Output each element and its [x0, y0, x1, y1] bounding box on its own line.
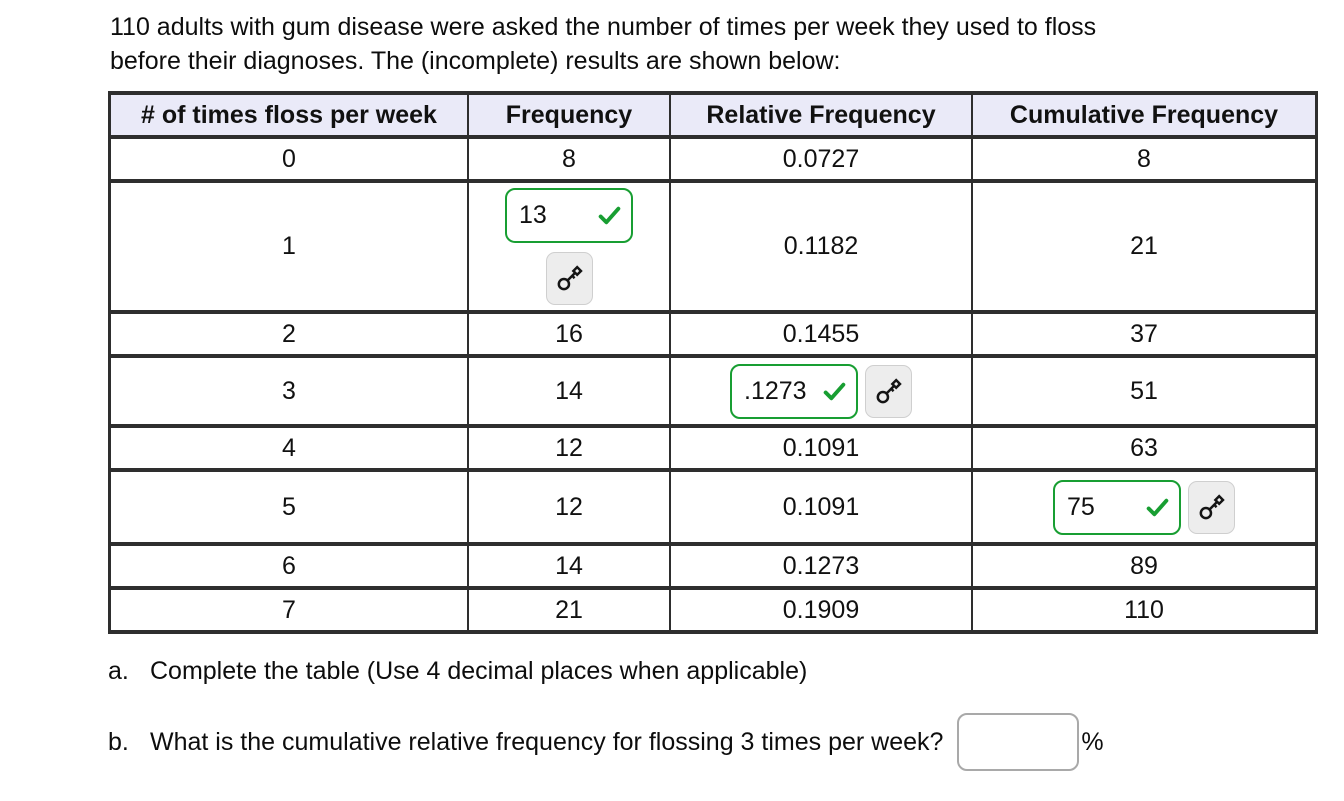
cell-cum-6: 89 [972, 544, 1316, 588]
cell-rel-0: 0.0727 [670, 137, 972, 181]
question-b-marker: b. [108, 727, 129, 756]
cell-freq-0: 8 [468, 137, 670, 181]
col-header-cumulative-frequency: Cumulative Frequency [972, 93, 1316, 137]
show-answer-key-button[interactable] [1188, 480, 1235, 534]
cell-rel-3: .1273 [670, 356, 972, 426]
cell-freq-4: 12 [468, 426, 670, 470]
table-header-row: # of times floss per week Frequency Rela… [110, 93, 1316, 137]
cell-cum-5: 75 [972, 470, 1316, 544]
correct-check-icon [596, 202, 623, 229]
show-answer-key-button[interactable] [545, 252, 593, 305]
question-a-marker: a. [108, 657, 129, 685]
cell-rel-4: 0.1091 [670, 426, 972, 470]
cell-rel-5: 0.1091 [670, 470, 972, 544]
cell-rel-6: 0.1273 [670, 544, 972, 588]
relative-frequency-answer-input[interactable]: .1273 [730, 363, 858, 419]
table-row: 1 13 [110, 181, 1316, 312]
cell-rel-7: 0.1909 [670, 588, 972, 632]
cell-freq-5: 12 [468, 470, 670, 544]
col-header-times: # of times floss per week [110, 93, 468, 137]
cell-cum-4: 63 [972, 426, 1316, 470]
cell-freq-1: 13 [468, 181, 670, 312]
cell-freq-6: 14 [468, 544, 670, 588]
table-row: 7 21 0.1909 110 [110, 588, 1316, 632]
show-answer-key-button[interactable] [865, 364, 912, 418]
problem-statement-line1: 110 adults with gum disease were asked t… [110, 13, 1097, 41]
table-row: 5 12 0.1091 75 [110, 470, 1316, 544]
answer-value: 75 [1067, 492, 1095, 521]
cell-times-1: 1 [110, 181, 468, 312]
cell-rel-1: 0.1182 [670, 181, 972, 312]
table-row: 0 8 0.0727 8 [110, 137, 1316, 181]
cell-cum-3: 51 [972, 356, 1316, 426]
question-a: a. Complete the table (Use 4 decimal pla… [108, 657, 1344, 686]
frequency-table: # of times floss per week Frequency Rela… [108, 91, 1318, 634]
table-row: 6 14 0.1273 89 [110, 544, 1316, 588]
answer-value: .1273 [744, 376, 807, 405]
col-header-frequency: Frequency [468, 93, 670, 137]
correct-check-icon [821, 378, 848, 405]
cell-times-5: 5 [110, 470, 468, 544]
cell-times-7: 7 [110, 588, 468, 632]
cell-rel-2: 0.1455 [670, 312, 972, 356]
problem-statement: 110 adults with gum disease were asked t… [110, 10, 1344, 78]
answer-input-b[interactable] [957, 713, 1080, 771]
cell-times-3: 3 [110, 356, 468, 426]
key-icon [1197, 493, 1226, 522]
table-row: 4 12 0.1091 63 [110, 426, 1316, 470]
cell-freq-3: 14 [468, 356, 670, 426]
question-b: b. What is the cumulative relative frequ… [108, 713, 1344, 771]
cell-freq-2: 16 [468, 312, 670, 356]
question-b-text: What is the cumulative relative frequenc… [150, 727, 944, 756]
answer-value: 13 [519, 201, 547, 229]
cumulative-frequency-answer-input[interactable]: 75 [1053, 479, 1181, 535]
problem-statement-line2: before their diagnoses. The (incomplete)… [110, 47, 841, 75]
frequency-answer-input[interactable]: 13 [505, 188, 633, 243]
col-header-relative-frequency: Relative Frequency [670, 93, 972, 137]
question-a-text: Complete the table (Use 4 decimal places… [150, 657, 808, 685]
table-row: 2 16 0.1455 37 [110, 312, 1316, 356]
key-icon [555, 264, 584, 293]
percent-suffix: % [1081, 727, 1104, 756]
cell-freq-7: 21 [468, 588, 670, 632]
cell-cum-2: 37 [972, 312, 1316, 356]
cell-times-2: 2 [110, 312, 468, 356]
cell-times-0: 0 [110, 137, 468, 181]
cell-times-6: 6 [110, 544, 468, 588]
cell-cum-7: 110 [972, 588, 1316, 632]
problem-page: 110 adults with gum disease were asked t… [108, 10, 1344, 771]
correct-check-icon [1144, 494, 1171, 521]
key-icon [874, 377, 903, 406]
cell-cum-0: 8 [972, 137, 1316, 181]
table-row: 3 14 .1273 [110, 356, 1316, 426]
cell-times-4: 4 [110, 426, 468, 470]
cell-cum-1: 21 [972, 181, 1316, 312]
